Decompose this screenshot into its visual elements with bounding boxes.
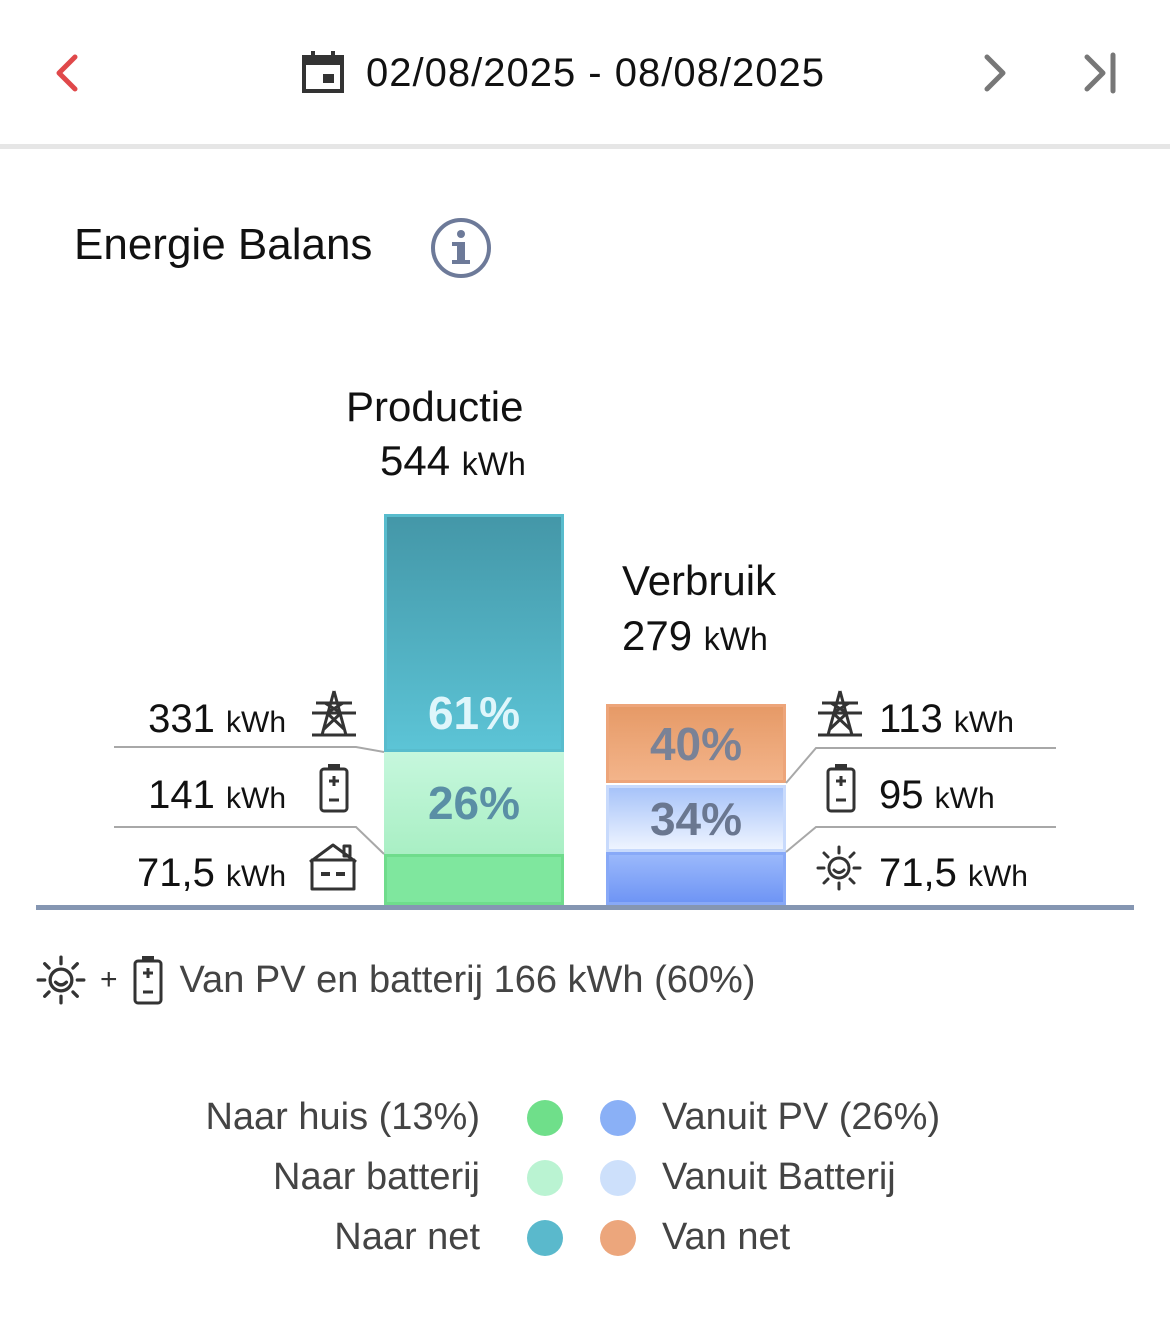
summary-text: Van PV en batterij 166 kWh (60%) [179, 958, 756, 1001]
previous-period-button[interactable] [32, 40, 102, 106]
legend-dot-naar-net [527, 1220, 563, 1256]
house-icon [309, 843, 357, 891]
legend-dot-naar-huis [527, 1100, 563, 1136]
self-consumption-summary: + Van PV en batterij 166 kWh (60%) [36, 950, 755, 1010]
skip-to-end-icon [1084, 52, 1116, 94]
consumption-title: Verbruik [622, 557, 777, 604]
consumption-total: 279 kWh [622, 612, 768, 660]
bar-consumption-from-grid-label: 40% [649, 717, 743, 770]
production-total: 544 kWh [380, 437, 526, 485]
legend-dot-naar-batterij [527, 1160, 563, 1196]
bar-production-to-battery[interactable]: 26% [384, 752, 564, 854]
bar-consumption-from-grid[interactable]: 40% [606, 704, 786, 783]
info-button[interactable] [430, 217, 492, 279]
production-total-value: 544 [380, 437, 451, 484]
consumption-total-unit: kWh [703, 621, 768, 657]
battery-icon [133, 956, 163, 1005]
consumption-total-value: 279 [622, 612, 693, 659]
bar-production-to-grid[interactable]: 61% [384, 514, 564, 752]
sun-icon [816, 845, 862, 891]
bar-consumption-from-battery[interactable]: 34% [606, 785, 786, 852]
calendar-icon [302, 51, 344, 93]
chart-guide-lines [114, 746, 1056, 855]
chevron-left-icon [56, 54, 78, 92]
production-total-unit: kWh [461, 446, 526, 482]
bar-production-to-house[interactable] [384, 854, 564, 905]
last-period-button[interactable] [1066, 40, 1136, 106]
date-range-selector[interactable]: 02/08/2025 - 08/08/2025 [300, 40, 825, 106]
legend-dot-vanuit-batterij [600, 1160, 636, 1196]
legend-label-naar-huis: Naar huis (13%) [205, 1096, 480, 1138]
battery-icon [319, 764, 349, 813]
consumption-from-pv-value: 71,5 kWh [879, 851, 1028, 895]
date-navigation-header: 02/08/2025 - 08/08/2025 [0, 0, 1170, 145]
battery-icon [826, 764, 856, 813]
legend-label-naar-net: Naar net [334, 1216, 480, 1258]
bar-consumption-from-pv[interactable] [606, 852, 786, 905]
legend-dot-van-net [600, 1220, 636, 1256]
bar-production-to-battery-label: 26% [427, 777, 521, 829]
production-to-battery-value: 141 kWh [148, 773, 286, 817]
bar-production-to-grid-label: 61% [427, 687, 521, 739]
consumption-from-grid-value: 113 kWh [879, 697, 1014, 741]
production-to-house-value: 71,5 kWh [137, 851, 286, 895]
power-tower-icon [312, 690, 356, 737]
next-period-button[interactable] [960, 40, 1030, 106]
bar-consumption-from-battery-label: 34% [649, 792, 743, 845]
chevron-right-icon [984, 54, 1006, 92]
chart-baseline [36, 905, 1134, 910]
legend-label-vanuit-batterij: Vanuit Batterij [662, 1156, 896, 1198]
header-divider [0, 144, 1170, 149]
consumption-from-battery-value: 95 kWh [879, 773, 995, 817]
section-title: Energie Balans [74, 220, 373, 269]
power-tower-icon [818, 690, 862, 737]
legend-label-vanuit-pv: Vanuit PV (26%) [662, 1096, 941, 1138]
legend-dot-vanuit-pv [600, 1100, 636, 1136]
info-icon [431, 218, 491, 278]
legend-label-naar-batterij: Naar batterij [273, 1156, 480, 1198]
sun-icon [36, 955, 86, 1005]
production-title: Productie [346, 383, 524, 430]
legend-label-van-net: Van net [662, 1216, 791, 1258]
summary-plus: + [100, 963, 118, 996]
production-to-grid-value: 331 kWh [148, 697, 286, 741]
date-range-text: 02/08/2025 - 08/08/2025 [366, 50, 825, 95]
